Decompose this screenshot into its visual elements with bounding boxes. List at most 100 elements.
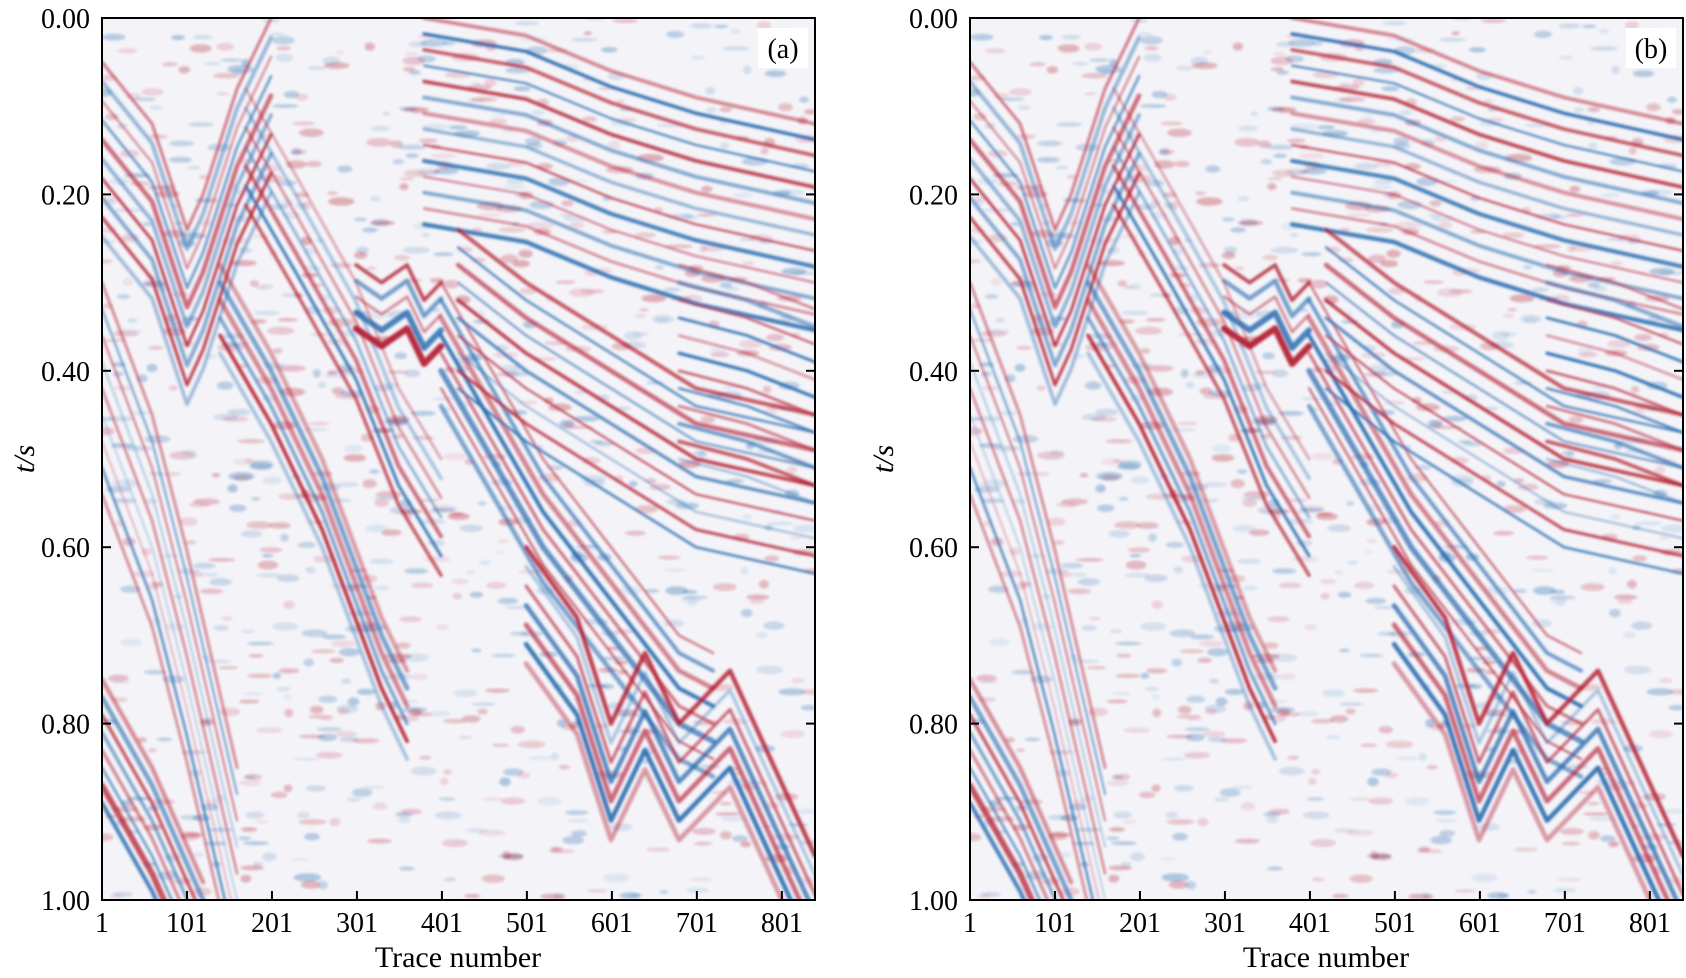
noise-blob [1057, 44, 1080, 53]
noise-blob [335, 51, 345, 54]
noise-blob [1262, 254, 1279, 261]
noise-blob [1369, 185, 1395, 189]
noise-blob [493, 114, 506, 118]
reflector [677, 351, 815, 399]
reflector [423, 143, 815, 252]
reflector [102, 694, 206, 900]
noise-blob [689, 877, 714, 882]
noise-blob [420, 38, 448, 47]
noise-blob [127, 317, 138, 324]
reflector [1290, 48, 1683, 158]
reflector [102, 782, 168, 900]
noise-blob [1242, 498, 1257, 508]
noise-blob [518, 249, 533, 258]
noise-blob [1325, 735, 1341, 740]
noise-blob [1311, 769, 1320, 775]
y-tick-label: 1.00 [41, 886, 90, 917]
noise-blob [246, 641, 274, 646]
panel-label: (a) [767, 34, 798, 65]
noise-blob [719, 107, 733, 112]
reflector [1545, 316, 1683, 364]
noise-blob [1049, 449, 1065, 457]
noise-blob [1347, 560, 1359, 565]
reflector [440, 387, 715, 760]
noise-blob [398, 816, 411, 824]
noise-blob [764, 70, 787, 78]
noise-blob [732, 193, 753, 198]
noise-blob [1522, 265, 1533, 270]
noise-blob [1096, 472, 1123, 481]
noise-blob [485, 688, 510, 693]
noise-blob [1072, 799, 1087, 806]
noise-blob [447, 513, 470, 520]
noise-blob [1111, 775, 1123, 780]
noise-blob [318, 695, 338, 703]
noise-blob [1493, 530, 1514, 536]
noise-blob [122, 277, 134, 286]
reflector [102, 334, 238, 822]
noise-blob [719, 801, 732, 806]
noise-blob [1108, 530, 1130, 538]
noise-blob [970, 259, 982, 264]
noise-blob [1559, 55, 1573, 60]
noise-blob [178, 66, 190, 74]
noise-blob [1354, 162, 1379, 170]
noise-blob [1204, 482, 1228, 488]
noise-blob [561, 200, 574, 207]
noise-blob [1055, 166, 1069, 170]
noise-blob [204, 62, 221, 66]
reflector [970, 440, 1100, 900]
reflector [422, 127, 815, 237]
reflector [1291, 143, 1683, 252]
noise-blob [1561, 841, 1581, 846]
noise-blob [269, 32, 285, 36]
noise-blob [663, 568, 687, 572]
noise-blob [146, 363, 158, 372]
noise-blob [369, 196, 381, 202]
noise-blob [1180, 555, 1205, 563]
noise-blob [1587, 107, 1601, 112]
noise-blob [1232, 42, 1244, 51]
noise-blob [725, 479, 745, 484]
reflector [523, 661, 785, 900]
noise-blob [980, 385, 1003, 391]
noise-blob [229, 260, 257, 267]
noise-blob [1507, 308, 1518, 312]
noise-blob [1606, 340, 1631, 348]
noise-blob [142, 221, 153, 227]
noise-blob [629, 893, 642, 898]
noise-blob [241, 827, 258, 832]
noise-blob [786, 465, 798, 474]
noise-blob [410, 766, 437, 776]
reflector [102, 133, 273, 348]
reflector [970, 800, 1027, 900]
noise-blob [1214, 797, 1230, 802]
noise-blob [731, 835, 748, 842]
reflector [1325, 334, 1683, 522]
noise-blob [574, 390, 588, 394]
noise-blob [316, 727, 343, 732]
noise-blob [255, 727, 283, 734]
noise-blob [481, 874, 505, 883]
noise-blob [1367, 364, 1389, 373]
noise-blob [419, 755, 432, 760]
reflector [1290, 158, 1683, 269]
noise-blob [1361, 114, 1374, 118]
noise-blob [758, 579, 769, 589]
reflector [1291, 175, 1683, 284]
noise-blob [697, 213, 717, 217]
noise-blob [1632, 407, 1646, 414]
noise-blob [1608, 566, 1617, 575]
noise-blob [443, 279, 460, 289]
noise-blob [562, 835, 584, 845]
noise-blob [1514, 847, 1539, 852]
reflector [102, 35, 274, 252]
noise-blob [1242, 585, 1258, 591]
noise-blob [1177, 705, 1192, 714]
noise-blob [1061, 34, 1081, 40]
noise-blob [1124, 573, 1150, 578]
noise-blob [1098, 68, 1115, 76]
reflector [421, 222, 815, 333]
noise-blob [362, 785, 386, 790]
noise-blob [1558, 23, 1581, 29]
